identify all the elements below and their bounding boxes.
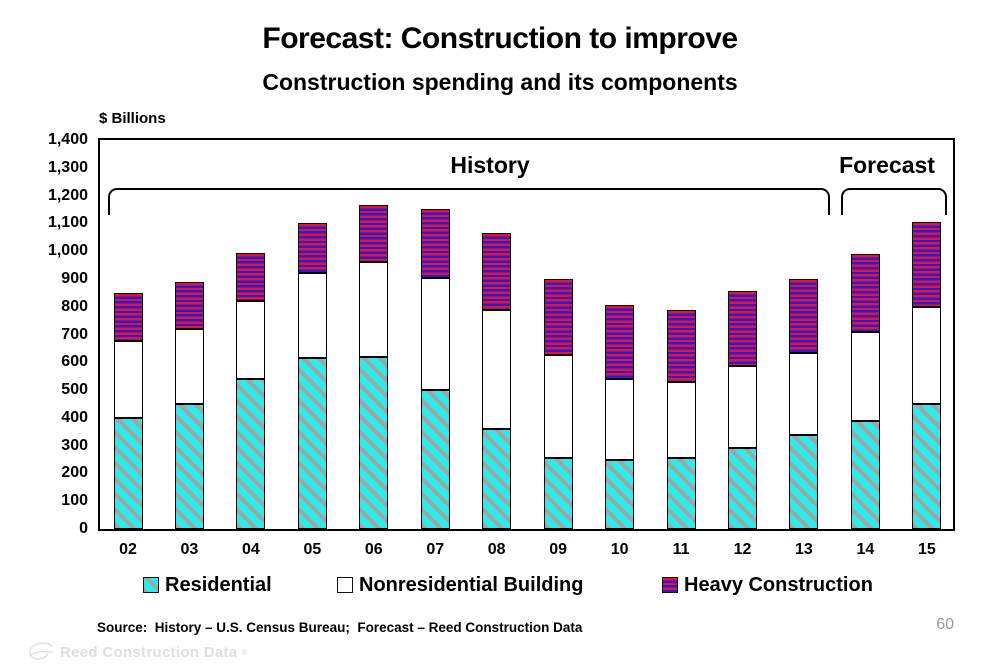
heavy-construction-swatch-icon: [662, 577, 678, 593]
bar-04-residential: [236, 378, 266, 529]
x-axis-label-06: 06: [364, 541, 383, 558]
bar-03-residential: [174, 403, 204, 529]
forecast-bracket: [841, 188, 947, 215]
y-axis-tick-label-1000: 1,000: [47, 242, 88, 260]
legend-label-heavy: Heavy Construction: [684, 574, 873, 596]
legend: Residential Nonresidential Building Heav…: [0, 574, 1000, 600]
source-note: Source: History – U.S. Census Bureau; Fo…: [97, 620, 583, 635]
bar-08-nonresidential-building: [482, 309, 512, 429]
history-zone-label: History: [450, 152, 530, 178]
bar-09-nonresidential-building: [543, 355, 573, 459]
x-axis-label-13: 13: [795, 541, 813, 558]
page-number: 60: [936, 616, 954, 633]
bar-02-residential: [113, 417, 143, 529]
bar-05-heavy-construction: [297, 223, 327, 274]
y-axis-tick-label-200: 200: [61, 464, 88, 482]
x-axis-label-05: 05: [303, 541, 322, 558]
history-bracket: [108, 188, 830, 215]
bar-05-residential: [297, 358, 327, 529]
bar-14-nonresidential-building: [850, 331, 880, 421]
bar-13-residential: [789, 434, 819, 529]
y-axis-tick-label-1200: 1,200: [47, 186, 88, 204]
bar-11-nonresidential-building: [666, 381, 696, 459]
bar-13-heavy-construction: [789, 278, 819, 353]
footer-logo: Reed Construction Data ®: [26, 641, 248, 663]
footer-logo-text: Reed Construction Data: [60, 643, 238, 661]
bar-12-heavy-construction: [728, 291, 757, 367]
bar-07-heavy-construction: [420, 209, 450, 278]
legend-item-heavy: Heavy Construction: [662, 574, 873, 596]
bar-10-residential: [605, 459, 635, 529]
y-axis-tick-label-0: 0: [79, 520, 88, 537]
bar-04-heavy-construction: [236, 252, 266, 302]
y-axis-tick-label-1300: 1,300: [47, 158, 88, 176]
bar-10-heavy-construction: [605, 305, 635, 379]
legend-item-nonresidential: Nonresidential Building: [337, 574, 583, 596]
registered-mark: ®: [241, 647, 248, 657]
legend-label-nonresidential: Nonresidential Building: [359, 574, 584, 596]
bar-15-nonresidential-building: [912, 306, 942, 404]
bar-12-nonresidential-building: [728, 366, 757, 449]
x-axis-label-10: 10: [610, 541, 629, 558]
x-axis-label-15: 15: [917, 541, 936, 558]
x-axis-label-14: 14: [856, 541, 875, 558]
bar-05-nonresidential-building: [297, 273, 327, 359]
y-axis-tick-label-800: 800: [61, 297, 88, 315]
y-axis-tick-label-600: 600: [61, 353, 88, 371]
bar-11-heavy-construction: [666, 309, 696, 382]
bar-03-nonresidential-building: [174, 328, 204, 404]
bar-09-residential: [543, 458, 573, 529]
x-axis-label-02: 02: [119, 541, 137, 558]
bar-07-residential: [420, 390, 450, 529]
bar-08-heavy-construction: [482, 233, 512, 310]
x-axis-label-12: 12: [733, 541, 752, 558]
bar-08-residential: [482, 428, 512, 529]
y-axis-tick-label-400: 400: [61, 408, 88, 426]
bar-12-residential: [728, 448, 757, 529]
y-axis-tick-label-1100: 1,100: [47, 214, 88, 232]
x-axis-label-07: 07: [426, 541, 445, 558]
legend-label-residential: Residential: [165, 574, 272, 596]
bar-14-residential: [850, 420, 880, 529]
page-title: Forecast: Construction to improve: [262, 22, 738, 55]
bar-02-heavy-construction: [113, 292, 143, 342]
bar-13-nonresidential-building: [789, 352, 819, 435]
bar-06-nonresidential-building: [359, 262, 389, 357]
bar-04-nonresidential-building: [236, 301, 266, 379]
y-axis-units-label: $ Billions: [99, 110, 166, 127]
bar-06-heavy-construction: [359, 205, 389, 263]
y-axis-tick-label-1400: 1,400: [47, 131, 88, 148]
x-axis-label-09: 09: [549, 541, 568, 558]
bar-15-residential: [912, 403, 942, 529]
bar-09-heavy-construction: [543, 278, 573, 356]
reed-logo-swoosh-icon: [28, 642, 54, 660]
y-axis-tick-label-900: 900: [61, 269, 88, 287]
page-subtitle: Construction spending and its components: [262, 69, 738, 95]
bar-06-residential: [359, 356, 389, 529]
legend-item-residential: Residential: [143, 574, 272, 596]
bar-10-nonresidential-building: [605, 378, 635, 460]
y-axis-tick-label-300: 300: [61, 436, 88, 454]
bar-02-nonresidential-building: [113, 341, 143, 418]
y-axis-tick-label-700: 700: [61, 325, 88, 343]
residential-swatch-icon: [143, 577, 159, 593]
bar-14-heavy-construction: [850, 253, 880, 332]
nonresidential-swatch-icon: [337, 577, 353, 593]
plot-area: [98, 138, 955, 531]
x-axis-label-11: 11: [672, 541, 690, 558]
y-axis-tick-label-100: 100: [61, 492, 88, 510]
forecast-zone-label: Forecast: [839, 152, 935, 178]
y-axis-tick-label-500: 500: [61, 381, 88, 399]
x-axis-label-04: 04: [241, 541, 260, 558]
bar-03-heavy-construction: [174, 281, 204, 329]
bar-15-heavy-construction: [912, 221, 942, 307]
x-axis-label-08: 08: [487, 541, 506, 558]
bar-07-nonresidential-building: [420, 277, 450, 391]
x-axis-label-03: 03: [180, 541, 199, 558]
bar-11-residential: [666, 458, 696, 529]
